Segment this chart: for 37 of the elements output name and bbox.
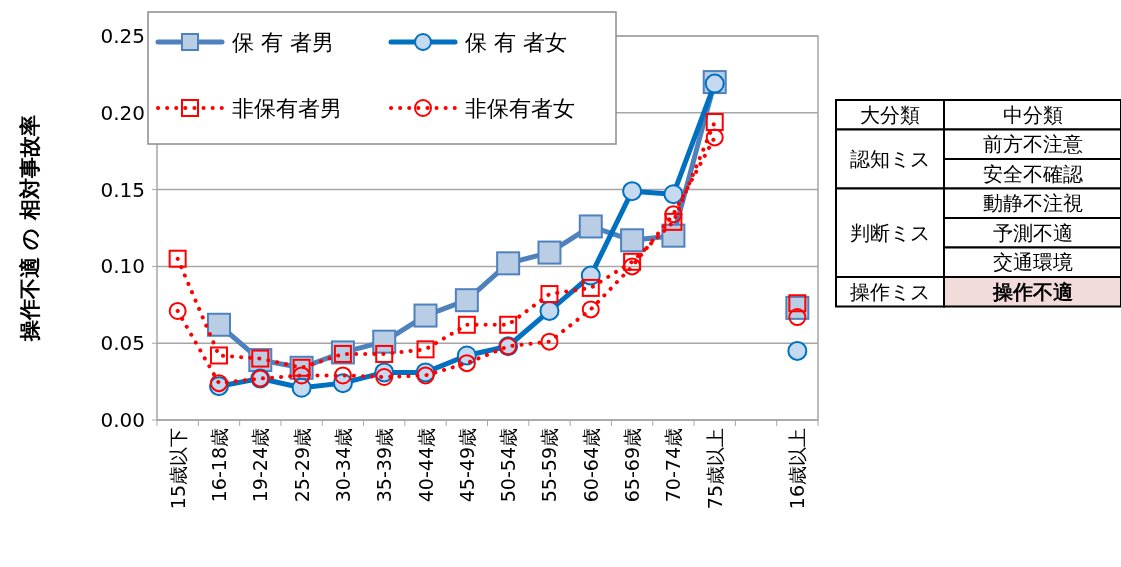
text: 操作ミス (850, 279, 930, 304)
text: 前方不注意 (982, 132, 1083, 157)
ytick: 0.20 (100, 100, 145, 125)
legend-label: 保 有 者男 (232, 29, 334, 55)
text: 判断ミス (850, 220, 930, 245)
y-axis-title: 操作不適 の 相対事故率 (18, 115, 42, 342)
x-tick-label: 70-74歳 (662, 428, 685, 503)
text: 操作不適 (991, 279, 1073, 304)
x-tick-label: 25-29歳 (290, 428, 313, 503)
legend-label: 保 有 者女 (465, 29, 567, 55)
x-tick-label: 60-64歳 (579, 428, 602, 503)
x-tick-label: 19-24歳 (249, 428, 272, 503)
ytick: 0.05 (100, 331, 145, 356)
text: 交通環境 (992, 250, 1073, 275)
x-tick-label: 50-54歳 (497, 428, 520, 503)
ytick: 0.25 (100, 24, 145, 48)
x-tick-label: 16-18歳 (207, 428, 230, 503)
x-tick-label: 40-44歳 (414, 428, 437, 503)
x-tick-label: 45-49歳 (455, 428, 478, 503)
x-tick-label: 16歳以上 (786, 428, 809, 510)
ytick: 0.10 (100, 254, 145, 279)
x-tick-label: 55-59歳 (538, 428, 561, 503)
text: 大分類 (860, 102, 920, 127)
x-tick-label: 65-69歳 (621, 428, 644, 503)
legend-label: 非保有者女 (465, 95, 575, 121)
x-tick-label: 30-34歳 (331, 428, 354, 503)
ytick: 0.00 (100, 408, 145, 432)
x-tick-label: 75歳以上 (703, 428, 726, 510)
x-tick-label: 15歳以下 (166, 428, 189, 510)
text: 認知ミス (850, 147, 930, 171)
text: 予測不適 (992, 220, 1073, 245)
ytick: 0.15 (100, 177, 145, 202)
text: 安全不確認 (982, 161, 1083, 186)
x-tick-label: 35-39歳 (373, 428, 396, 503)
text: 動静不注視 (982, 191, 1083, 216)
text: 中分類 (1002, 102, 1063, 127)
legend-label: 非保有者男 (232, 95, 342, 121)
